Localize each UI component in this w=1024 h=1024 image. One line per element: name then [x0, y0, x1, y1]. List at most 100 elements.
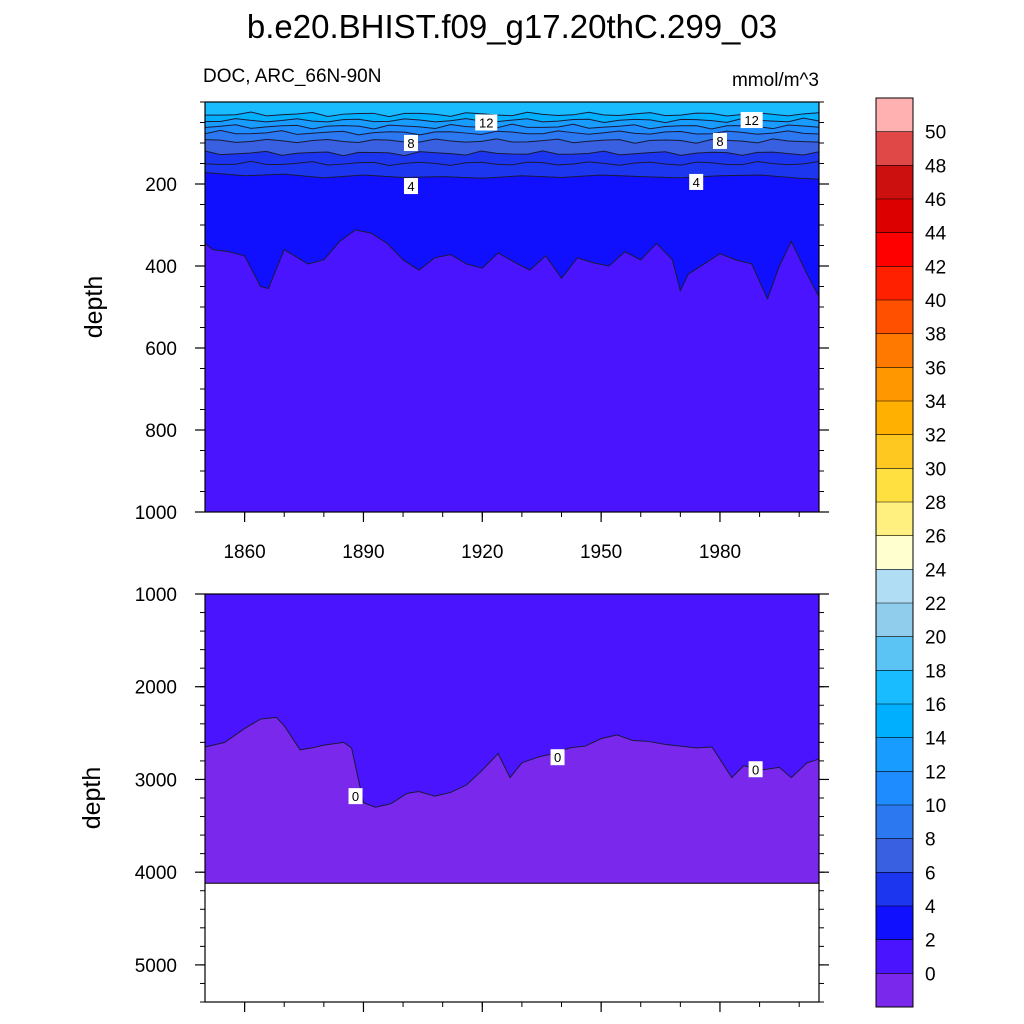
x-tick-label: 1950 [580, 542, 622, 563]
contour-label-box [550, 749, 565, 766]
colorbar-label: 4 [925, 897, 936, 918]
contour-label-box [403, 178, 418, 195]
contour-label: 0 [752, 762, 759, 777]
contour-label: 8 [716, 134, 723, 149]
y-tick-label: 200 [145, 175, 177, 196]
contour-line-4 [204, 172, 820, 180]
x-tick-label: 1980 [699, 542, 741, 563]
y-tick-label: 5000 [135, 956, 177, 977]
colorbar-swatch [876, 232, 913, 267]
colorbar-swatch [876, 199, 913, 234]
colorbar-swatch [876, 603, 913, 638]
colorbar-label: 24 [925, 560, 947, 581]
contour-label: 0 [554, 750, 561, 765]
contour-line [204, 150, 820, 157]
colorbar-label: 40 [925, 291, 946, 312]
contour-line-2 [204, 229, 820, 301]
colorbar-swatch [876, 569, 913, 604]
colorbar-swatch [876, 838, 913, 873]
contour-label-box [403, 135, 418, 151]
colorbar-swatch [876, 333, 913, 368]
colorbar-label: 14 [925, 729, 947, 750]
contour-label-box [712, 132, 727, 149]
y-axis-label-upper: depth [80, 276, 108, 339]
colorbar-swatch [876, 401, 913, 436]
contour-band-below-0 [205, 717, 819, 884]
y-tick-label: 1000 [135, 503, 177, 524]
units-label: mmol/m^3 [732, 70, 819, 91]
colorbar-swatch [876, 737, 913, 772]
colorbar-swatch [876, 939, 913, 974]
contour-line [204, 117, 820, 124]
contour-label: 0 [352, 789, 359, 804]
y-axis-label-lower: depth [78, 767, 106, 830]
colorbar-label: 20 [925, 628, 946, 649]
y-tick-label: 2000 [135, 678, 177, 699]
upper-depth-panel: 12 12 8 8 4 4 1860 1890 1920 1950 1980 200 400 600 800… [135, 101, 829, 563]
colorbar-label: 6 [925, 863, 936, 884]
colorbar-swatch [876, 906, 913, 941]
contour-line [204, 160, 820, 166]
contour-line [204, 129, 820, 136]
colorbar-swatch [876, 468, 913, 503]
colorbar-swatch [876, 973, 913, 1008]
y-tick-label: 400 [145, 257, 177, 278]
contour-label-box [348, 788, 363, 805]
colorbar-swatch [876, 300, 913, 335]
colorbar-label: 34 [925, 392, 947, 413]
colorbar-label: 10 [925, 796, 946, 817]
no-data-region [205, 883, 819, 1002]
colorbar-label: 8 [925, 830, 936, 851]
variable-label: DOC, ARC_66N-90N [203, 66, 381, 87]
contour-line [204, 123, 820, 130]
colorbar-swatch [876, 636, 913, 671]
colorbar-label: 46 [925, 190, 946, 211]
colorbar-label: 18 [925, 661, 946, 682]
x-tick-label: 1920 [461, 542, 503, 563]
colorbar-swatch [876, 98, 913, 133]
colorbar-label: 50 [925, 123, 946, 144]
contour-label: 12 [744, 113, 758, 128]
colorbar-label: 26 [925, 527, 946, 548]
colorbar-label: 38 [925, 325, 946, 346]
contour-line-0 [204, 716, 820, 808]
contour-label-box [689, 173, 704, 190]
colorbar-swatch [876, 367, 913, 402]
colorbar-label: 28 [925, 493, 946, 514]
colorbar-swatch [876, 771, 913, 806]
contour-label: 12 [479, 116, 493, 131]
colorbar-swatch [876, 805, 913, 840]
contour-label: 4 [693, 175, 700, 190]
x-tick-label: 1860 [223, 542, 265, 563]
colorbar-swatch [876, 131, 913, 166]
contour-label: 8 [407, 136, 414, 151]
y-tick-label: 4000 [135, 863, 177, 884]
colorbar-label: 30 [925, 459, 946, 480]
colorbar-swatch [876, 165, 913, 200]
y-tick-label: 600 [145, 339, 177, 360]
colorbar-swatch [876, 704, 913, 739]
contour-label: 4 [407, 179, 414, 194]
colorbar-label: 44 [925, 224, 947, 245]
colorbar-frame [875, 97, 914, 1008]
chart-title: b.e20.BHIST.f09_g17.20thC.299_03 [247, 8, 777, 45]
lower-depth-panel: 0 0 0 1000 2000 3000 4000 5000 [135, 585, 829, 1012]
colorbar-swatch [876, 434, 913, 469]
x-tick-label: 1890 [342, 542, 384, 563]
colorbar-swatch [876, 502, 913, 537]
colorbar-swatch [876, 670, 913, 705]
colorbar-label: 48 [925, 156, 946, 177]
y-tick-label: 1000 [135, 585, 177, 606]
contour-label-box [748, 761, 763, 778]
colorbar-label: 22 [925, 594, 946, 615]
contour-line [204, 111, 820, 118]
colorbar-swatch [876, 266, 913, 301]
colorbar-label: 2 [925, 931, 936, 952]
y-tick-label: 3000 [135, 770, 177, 791]
colorbar-label: 32 [925, 426, 946, 447]
colorbar-label: 16 [925, 695, 946, 716]
colorbar-label: 36 [925, 358, 946, 379]
colorbar: 5048464442403836343230282624222018161412… [875, 97, 947, 1008]
contour-label-box [740, 112, 763, 129]
